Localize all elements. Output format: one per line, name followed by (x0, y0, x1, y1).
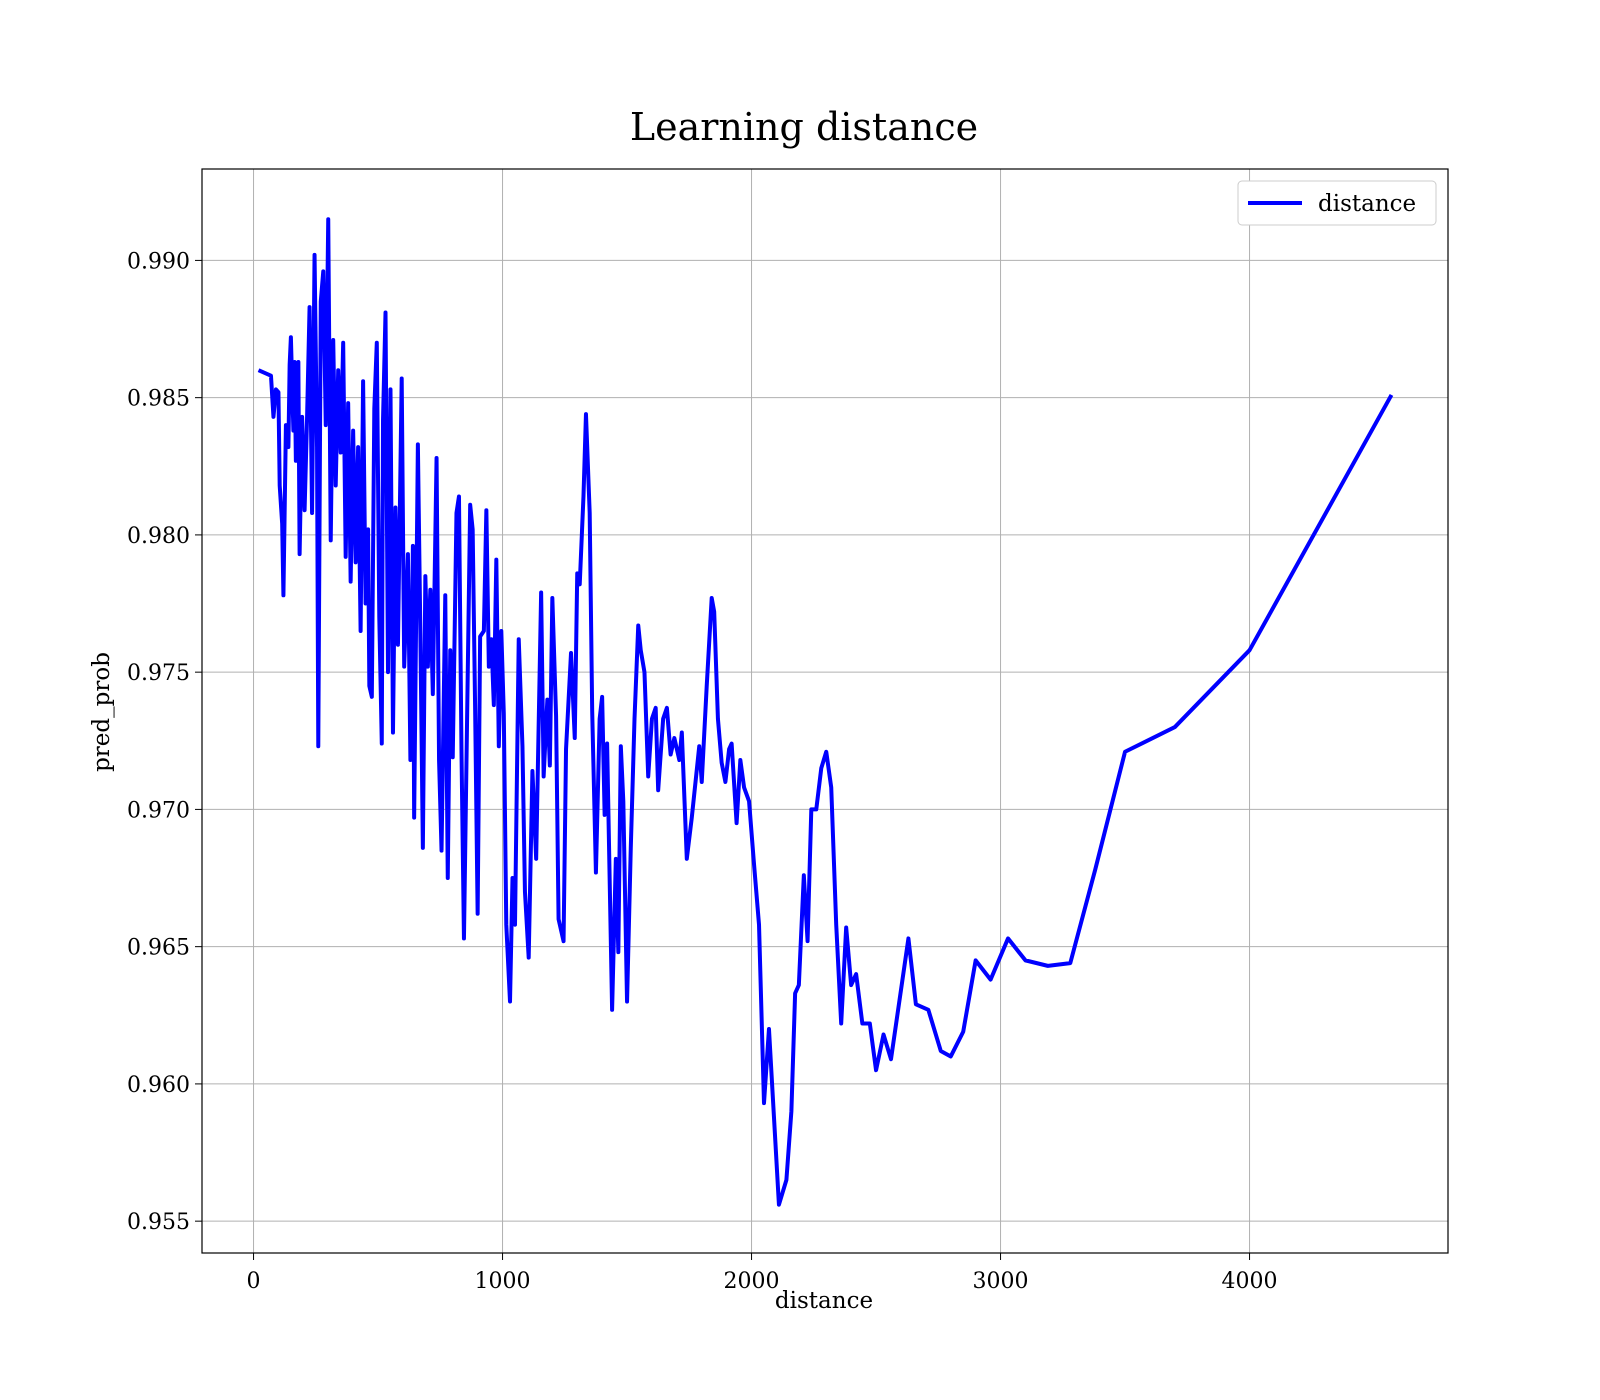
x-tick-label: 3000 (973, 1269, 1029, 1294)
data-line (257, 217, 1394, 1207)
y-axis-label: pred_prob (89, 652, 115, 772)
legend-box (1237, 180, 1437, 226)
y-tick-label: 0.965 (127, 936, 190, 961)
y-tick-label: 0.990 (127, 249, 190, 274)
x-tick-label: 1000 (475, 1269, 531, 1294)
x-axis-label: distance (775, 1288, 873, 1314)
chart-title: Learning distance (630, 105, 978, 149)
plot-frame (201, 168, 1449, 1254)
y-tick-label: 0.970 (127, 798, 190, 823)
y-tick-label: 0.960 (127, 1073, 190, 1098)
y-tick-label: 0.980 (127, 524, 190, 549)
legend-label: distance (1318, 191, 1416, 217)
x-tick-label: 4000 (1222, 1269, 1278, 1294)
y-tick-label: 0.985 (127, 387, 190, 412)
y-tick-label: 0.955 (127, 1210, 190, 1235)
x-tick-label: 2000 (724, 1269, 780, 1294)
x-tick-label: 0 (247, 1269, 261, 1294)
y-tick-label: 0.975 (127, 661, 190, 686)
